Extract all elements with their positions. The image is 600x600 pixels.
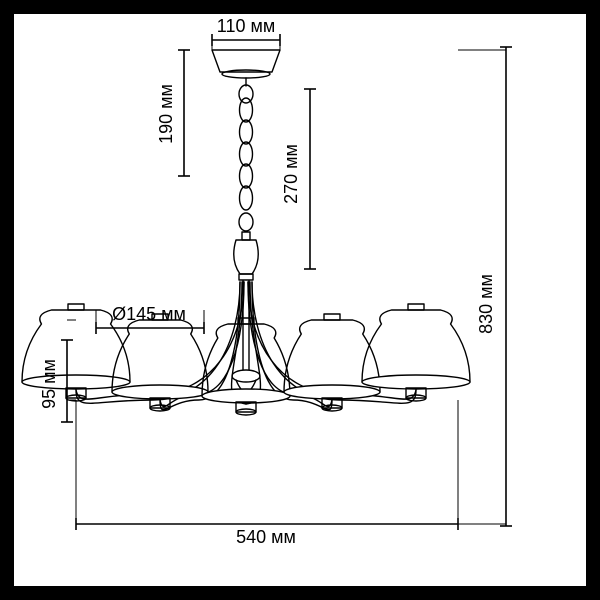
svg-text:Ø145 мм: Ø145 мм xyxy=(112,304,186,324)
outer-frame: 110 мм 190 мм 270 мм 830 мм Ø145 мм 95 мм 540 … xyxy=(0,0,600,600)
chandelier-diagram: 110 мм 190 мм 270 мм 830 мм Ø145 мм 95 мм 540 … xyxy=(14,14,586,586)
svg-text:270 мм: 270 мм xyxy=(281,144,301,204)
svg-text:110 мм: 110 мм xyxy=(217,16,275,36)
svg-text:540 мм: 540 мм xyxy=(236,527,296,547)
diagram-canvas: 110 мм 190 мм 270 мм 830 мм Ø145 мм 95 мм 540 … xyxy=(14,14,586,586)
svg-text:190 мм: 190 мм xyxy=(156,84,176,144)
svg-text:95 мм: 95 мм xyxy=(39,359,59,409)
svg-text:830 мм: 830 мм xyxy=(476,274,496,334)
